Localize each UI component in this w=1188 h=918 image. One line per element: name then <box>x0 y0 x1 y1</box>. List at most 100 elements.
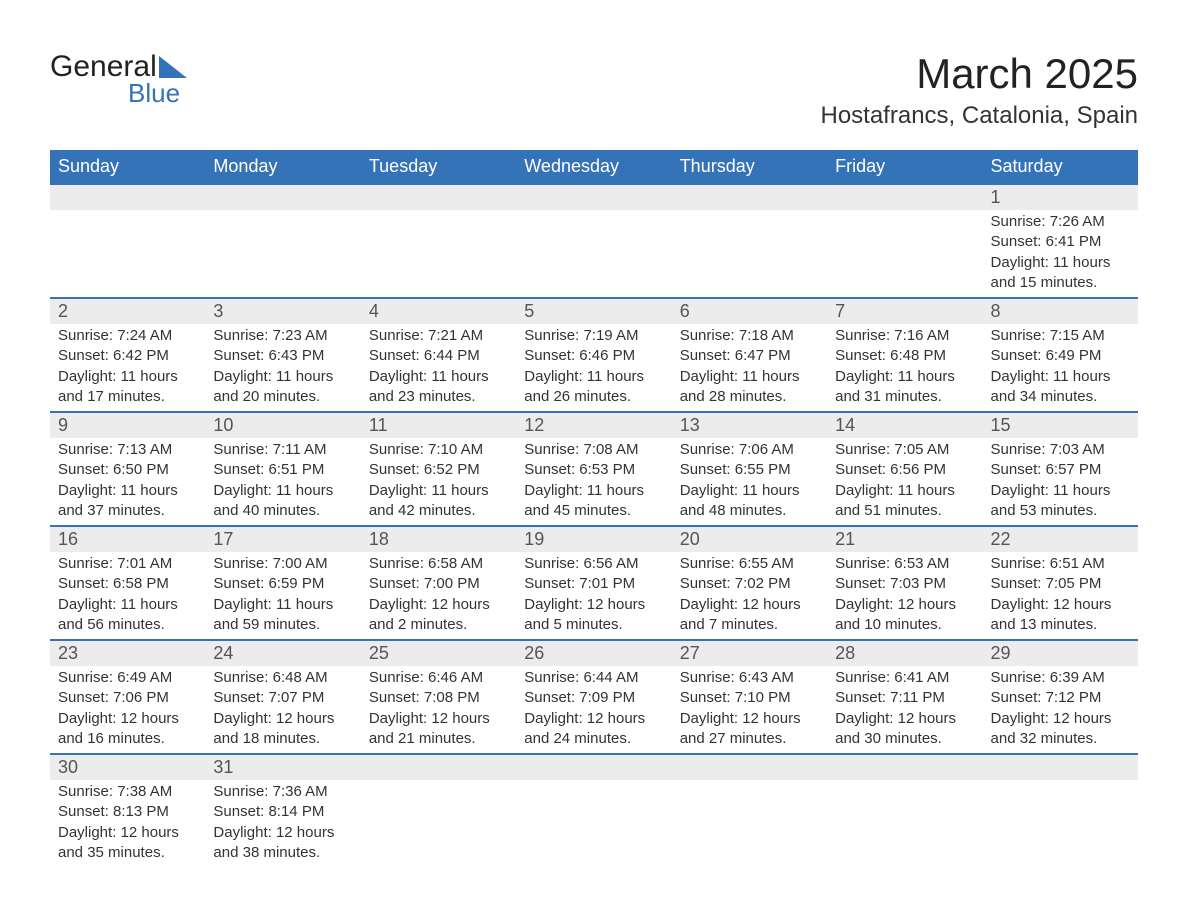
day-details: Sunrise: 6:46 AMSunset: 7:08 PMDaylight:… <box>361 666 516 753</box>
day-cell-header: 3 <box>205 298 360 324</box>
daylight-text: Daylight: 11 hours and 15 minutes. <box>991 253 1130 294</box>
day-of-week-header: Saturday <box>983 150 1138 184</box>
day-cell-header: 16 <box>50 526 205 552</box>
day-cell-body: Sunrise: 7:16 AMSunset: 6:48 PMDaylight:… <box>827 324 982 412</box>
daylight-text: Daylight: 12 hours and 21 minutes. <box>369 709 508 750</box>
day-cell-header: 18 <box>361 526 516 552</box>
day-cell-header: 23 <box>50 640 205 666</box>
day-details: Sunrise: 6:48 AMSunset: 7:07 PMDaylight:… <box>205 666 360 753</box>
day-details: Sunrise: 7:08 AMSunset: 6:53 PMDaylight:… <box>516 438 671 525</box>
sunrise-text: Sunrise: 7:00 AM <box>213 554 352 574</box>
day-cell-body: Sunrise: 7:19 AMSunset: 6:46 PMDaylight:… <box>516 324 671 412</box>
day-number <box>672 755 827 779</box>
day-number <box>361 755 516 779</box>
page-title: March 2025 <box>820 50 1138 98</box>
day-details: Sunrise: 6:41 AMSunset: 7:11 PMDaylight:… <box>827 666 982 753</box>
sunset-text: Sunset: 6:51 PM <box>213 460 352 480</box>
day-cell-header: 26 <box>516 640 671 666</box>
sunset-text: Sunset: 8:13 PM <box>58 802 197 822</box>
day-details: Sunrise: 7:24 AMSunset: 6:42 PMDaylight:… <box>50 324 205 411</box>
sunrise-text: Sunrise: 6:46 AM <box>369 668 508 688</box>
week-body-row: Sunrise: 7:13 AMSunset: 6:50 PMDaylight:… <box>50 438 1138 526</box>
day-of-week-header: Monday <box>205 150 360 184</box>
day-details: Sunrise: 7:15 AMSunset: 6:49 PMDaylight:… <box>983 324 1138 411</box>
daylight-text: Daylight: 11 hours and 23 minutes. <box>369 367 508 408</box>
sunset-text: Sunset: 6:49 PM <box>991 346 1130 366</box>
week-daynum-row: 23242526272829 <box>50 640 1138 666</box>
title-block: March 2025 Hostafrancs, Catalonia, Spain <box>820 50 1138 130</box>
day-number: 15 <box>983 413 1138 438</box>
day-number: 13 <box>672 413 827 438</box>
day-number <box>205 185 360 209</box>
sunrise-text: Sunrise: 6:48 AM <box>213 668 352 688</box>
day-number: 26 <box>516 641 671 666</box>
day-cell-header: 7 <box>827 298 982 324</box>
day-number <box>361 185 516 209</box>
sunrise-text: Sunrise: 7:11 AM <box>213 440 352 460</box>
calendar-body: 1Sunrise: 7:26 AMSunset: 6:41 PMDaylight… <box>50 184 1138 867</box>
sunset-text: Sunset: 6:50 PM <box>58 460 197 480</box>
sunset-text: Sunset: 6:57 PM <box>991 460 1130 480</box>
day-details <box>50 210 205 230</box>
day-number: 24 <box>205 641 360 666</box>
day-details: Sunrise: 7:06 AMSunset: 6:55 PMDaylight:… <box>672 438 827 525</box>
sunrise-text: Sunrise: 7:18 AM <box>680 326 819 346</box>
day-details: Sunrise: 6:53 AMSunset: 7:03 PMDaylight:… <box>827 552 982 639</box>
day-details: Sunrise: 7:10 AMSunset: 6:52 PMDaylight:… <box>361 438 516 525</box>
daylight-text: Daylight: 12 hours and 18 minutes. <box>213 709 352 750</box>
sunset-text: Sunset: 6:55 PM <box>680 460 819 480</box>
page-header: General Blue March 2025 Hostafrancs, Cat… <box>50 50 1138 130</box>
day-details: Sunrise: 7:38 AMSunset: 8:13 PMDaylight:… <box>50 780 205 867</box>
day-cell-body: Sunrise: 6:56 AMSunset: 7:01 PMDaylight:… <box>516 552 671 640</box>
sunset-text: Sunset: 7:06 PM <box>58 688 197 708</box>
day-number: 3 <box>205 299 360 324</box>
sunrise-text: Sunrise: 7:26 AM <box>991 212 1130 232</box>
day-cell-header: 17 <box>205 526 360 552</box>
week-daynum-row: 16171819202122 <box>50 526 1138 552</box>
sunrise-text: Sunrise: 7:10 AM <box>369 440 508 460</box>
day-number: 16 <box>50 527 205 552</box>
sunset-text: Sunset: 7:11 PM <box>835 688 974 708</box>
daylight-text: Daylight: 11 hours and 56 minutes. <box>58 595 197 636</box>
daylight-text: Daylight: 12 hours and 32 minutes. <box>991 709 1130 750</box>
day-cell-body: Sunrise: 7:13 AMSunset: 6:50 PMDaylight:… <box>50 438 205 526</box>
daylight-text: Daylight: 11 hours and 45 minutes. <box>524 481 663 522</box>
day-details <box>983 780 1138 800</box>
sunset-text: Sunset: 7:09 PM <box>524 688 663 708</box>
daylight-text: Daylight: 12 hours and 38 minutes. <box>213 823 352 864</box>
week-daynum-row: 1 <box>50 184 1138 210</box>
daylight-text: Daylight: 11 hours and 37 minutes. <box>58 481 197 522</box>
day-cell-body: Sunrise: 6:53 AMSunset: 7:03 PMDaylight:… <box>827 552 982 640</box>
sunset-text: Sunset: 7:07 PM <box>213 688 352 708</box>
week-body-row: Sunrise: 7:24 AMSunset: 6:42 PM Daylight:… <box>50 324 1138 412</box>
day-details: Sunrise: 7:21 AMSunset: 6:44 PMDaylight:… <box>361 324 516 411</box>
day-of-week-header: Friday <box>827 150 982 184</box>
day-details: Sunrise: 7:05 AMSunset: 6:56 PMDaylight:… <box>827 438 982 525</box>
day-cell-header <box>516 754 671 780</box>
day-cell-body: Sunrise: 7:00 AMSunset: 6:59 PMDaylight:… <box>205 552 360 640</box>
day-cell-body: Sunrise: 7:23 AMSunset: 6:43 PMDaylight:… <box>205 324 360 412</box>
day-cell-body <box>516 780 671 867</box>
day-number: 21 <box>827 527 982 552</box>
day-details: Sunrise: 6:49 AMSunset: 7:06 PMDaylight:… <box>50 666 205 753</box>
sunrise-text: Sunrise: 7:36 AM <box>213 782 352 802</box>
day-cell-header: 1 <box>983 184 1138 210</box>
sunset-text: Sunset: 7:00 PM <box>369 574 508 594</box>
sunrise-text: Sunrise: 6:55 AM <box>680 554 819 574</box>
sunrise-text: Sunrise: 7:05 AM <box>835 440 974 460</box>
sunrise-text: Sunrise: 7:24 AM <box>58 326 197 346</box>
day-cell-body: Sunrise: 7:15 AMSunset: 6:49 PMDaylight:… <box>983 324 1138 412</box>
week-body-row: Sunrise: 7:01 AMSunset: 6:58 PMDaylight:… <box>50 552 1138 640</box>
day-details <box>827 780 982 800</box>
day-cell-body <box>672 780 827 867</box>
day-cell-header: 13 <box>672 412 827 438</box>
sunrise-text: Sunrise: 7:15 AM <box>991 326 1130 346</box>
brand-logo: General Blue <box>50 50 187 109</box>
day-cell-header <box>827 754 982 780</box>
day-cell-body: Sunrise: 7:26 AMSunset: 6:41 PMDaylight:… <box>983 210 1138 298</box>
day-cell-header: 21 <box>827 526 982 552</box>
daylight-text: Daylight: 11 hours and 34 minutes. <box>991 367 1130 408</box>
daylight-text: Daylight: 11 hours and 59 minutes. <box>213 595 352 636</box>
day-number: 17 <box>205 527 360 552</box>
sunset-text: Sunset: 6:42 PM <box>58 346 197 366</box>
